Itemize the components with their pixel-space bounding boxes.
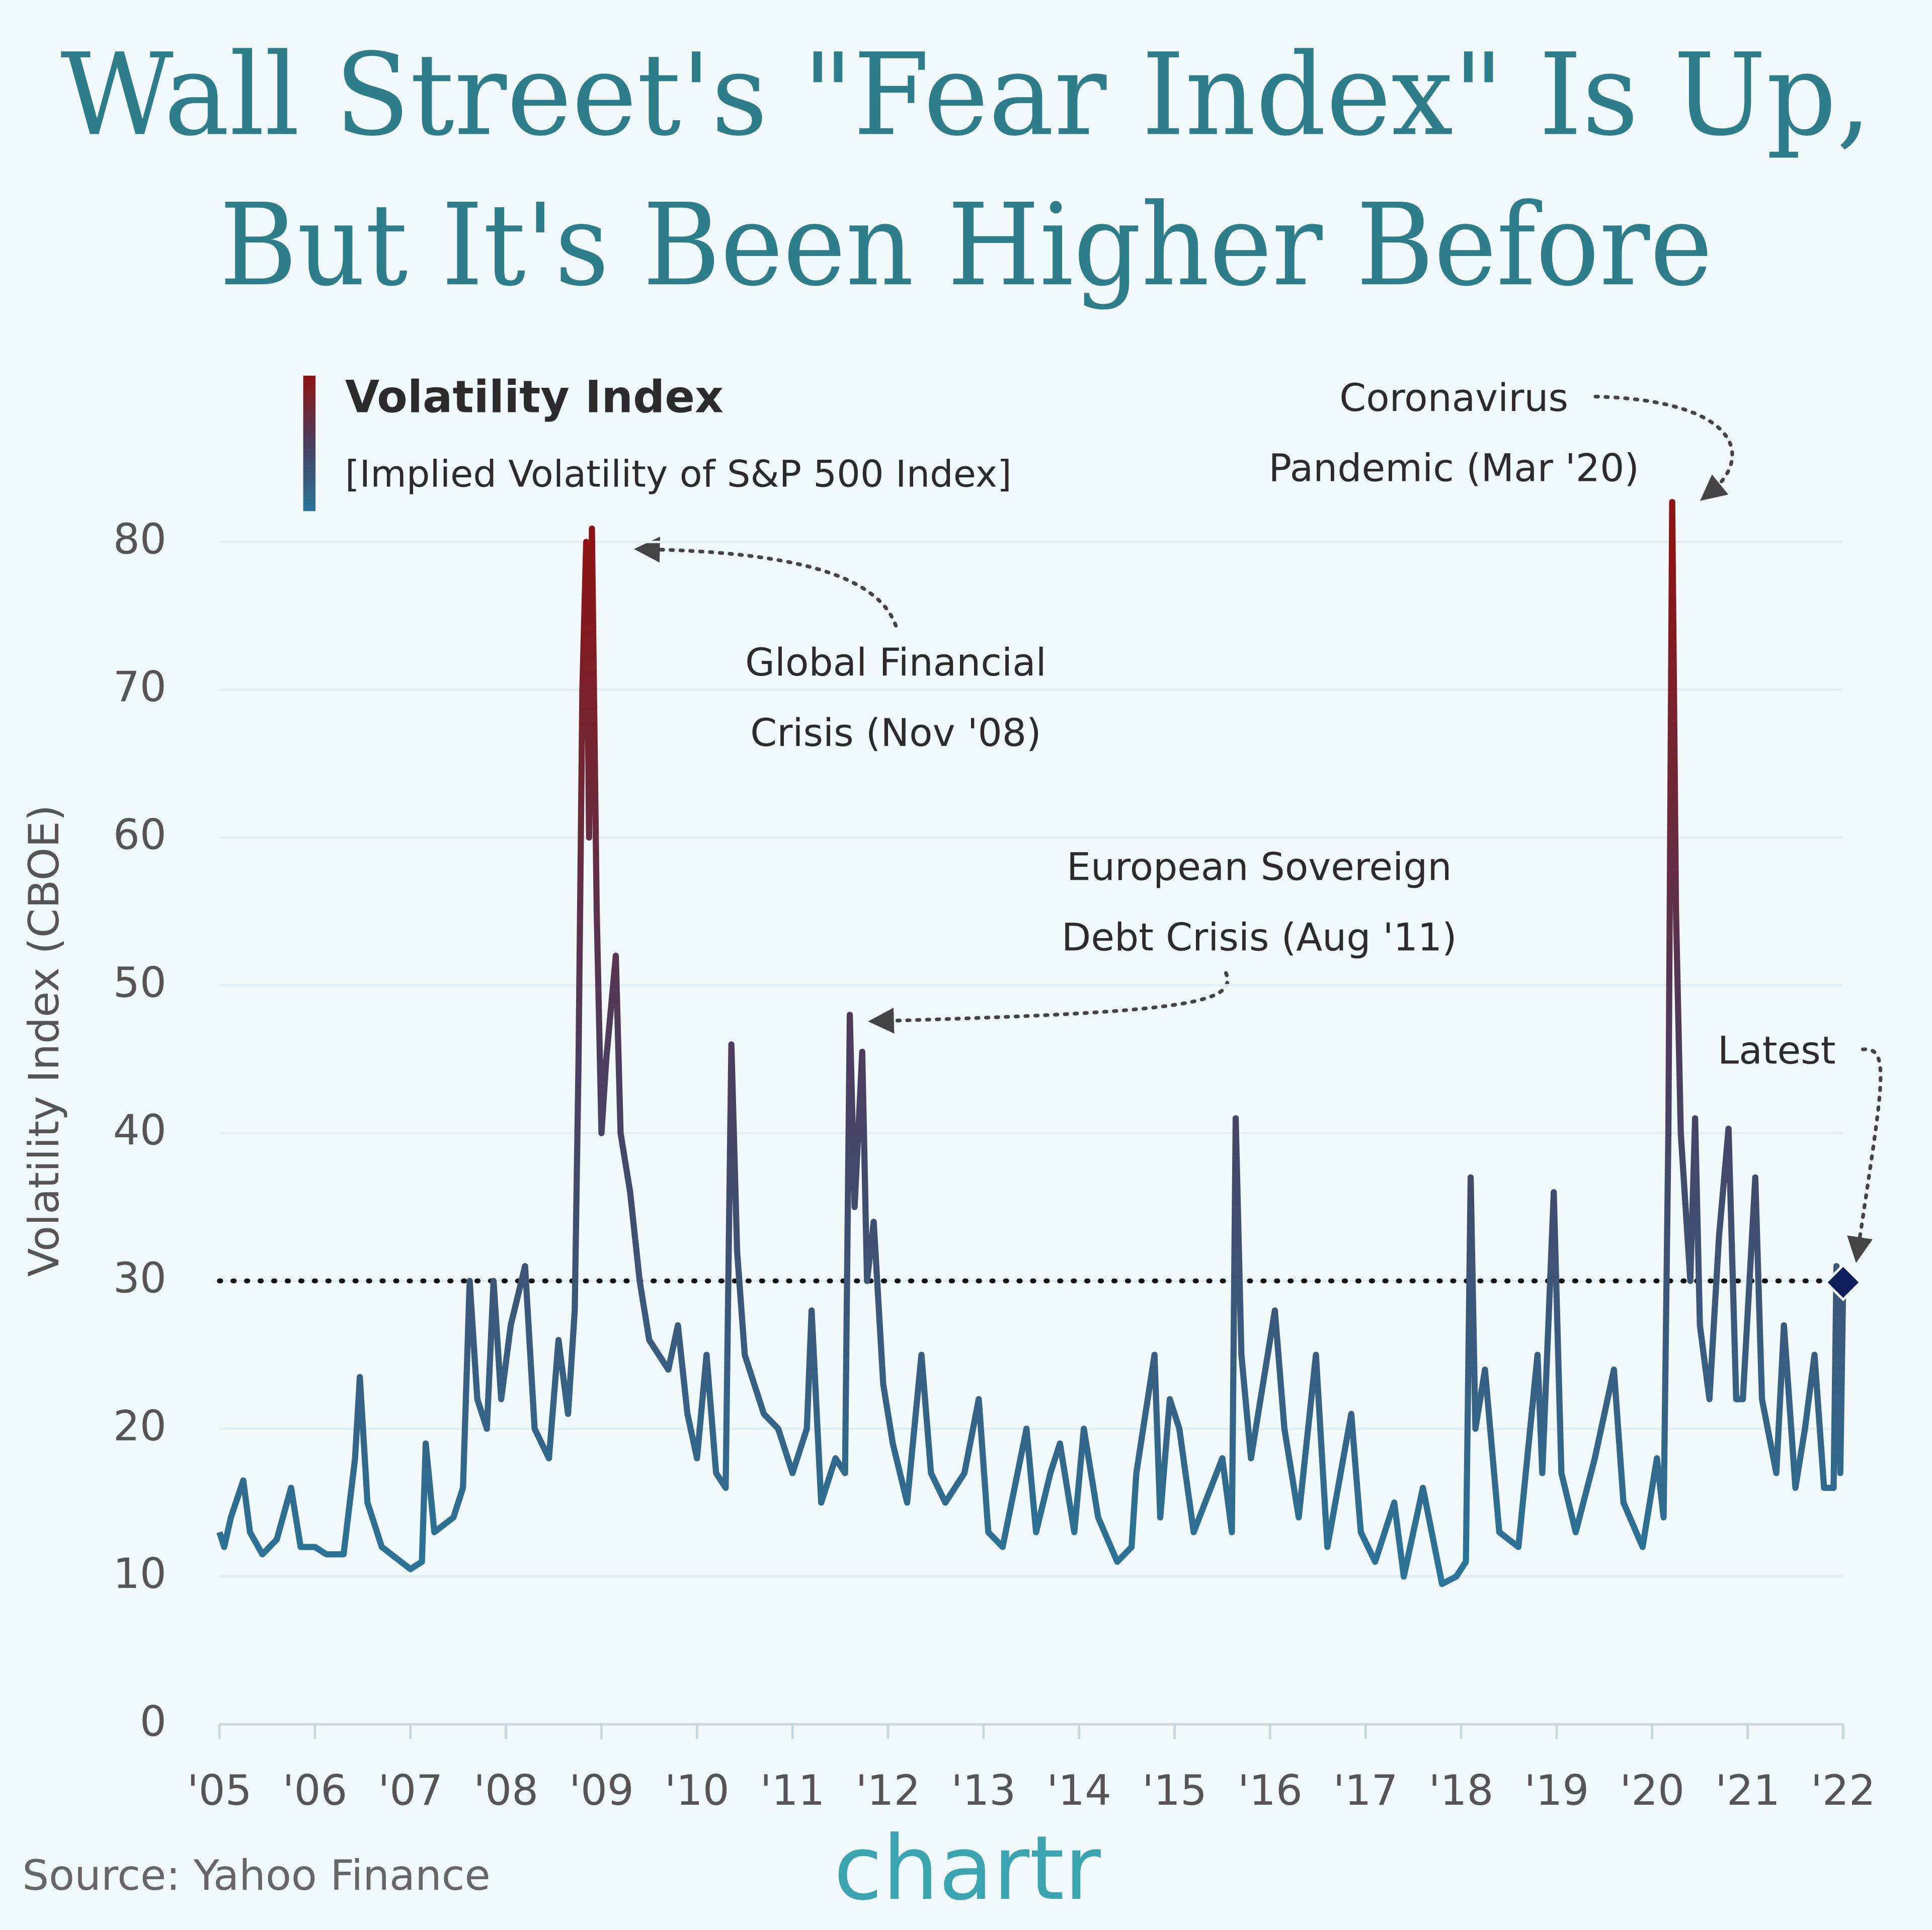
x-tick-label: '11 (760, 1766, 825, 1815)
y-tick-label: 80 (113, 515, 167, 563)
y-tick-label: 50 (113, 958, 167, 1007)
x-tick-label: '05 (187, 1766, 252, 1815)
x-tick-label: '12 (856, 1766, 921, 1815)
latest-marker (1824, 1263, 1863, 1302)
y-tick-label: 20 (113, 1401, 167, 1450)
annotation: Latest (1718, 1029, 1836, 1073)
annotation: Global Financial (745, 640, 1046, 685)
annotation: European Sovereign (1067, 845, 1452, 889)
x-tick-label: '22 (1811, 1766, 1876, 1815)
y-tick-label: 40 (113, 1106, 167, 1155)
chart-title: But It's Been Higher Before (219, 180, 1713, 311)
annotation: Pandemic (Mar '20) (1268, 446, 1639, 490)
annotation: Coronavirus (1339, 376, 1568, 420)
annotation: Crisis (Nov '08) (750, 711, 1041, 755)
x-tick-label: '10 (665, 1766, 730, 1815)
x-tick-label: '18 (1429, 1766, 1494, 1815)
chart-title: Wall Street's "Fear Index" Is Up, (60, 30, 1871, 161)
annotation-arrow (1847, 1047, 1883, 1263)
y-tick-label: 10 (113, 1549, 167, 1598)
x-tick-label: '19 (1524, 1766, 1589, 1815)
x-tick-label: '21 (1715, 1766, 1780, 1815)
x-tick-label: '14 (1046, 1766, 1111, 1815)
source: Source: Yahoo Finance (22, 1851, 490, 1900)
legend-subtitle: [Implied Volatility of S&P 500 Index] (345, 453, 1012, 496)
x-tick-label: '15 (1142, 1766, 1207, 1815)
series-line (216, 498, 1846, 1587)
x-tick-label: '20 (1620, 1766, 1684, 1815)
x-tick-label: '08 (473, 1766, 538, 1815)
legend-swatch (303, 375, 316, 512)
annotation: Debt Crisis (Aug '11) (1062, 915, 1457, 959)
x-tick-label: '13 (951, 1766, 1016, 1815)
y-tick-label: 70 (113, 662, 167, 711)
legend-label: Volatility Index (345, 371, 723, 423)
y-axis-label: Volatility Index (CBOE) (20, 805, 68, 1277)
x-tick-label: '06 (283, 1766, 348, 1815)
y-tick-label: 60 (113, 810, 167, 859)
annotation-arrow (634, 536, 898, 628)
y-tick-label: 0 (140, 1697, 167, 1746)
logo: chartr (834, 1816, 1101, 1920)
x-tick-label: '16 (1238, 1766, 1303, 1815)
x-tick-label: '17 (1333, 1766, 1398, 1815)
y-tick-label: 30 (113, 1254, 167, 1303)
annotation-arrow (1593, 394, 1734, 501)
x-tick-label: '09 (569, 1766, 634, 1815)
x-tick-label: '07 (378, 1766, 443, 1815)
